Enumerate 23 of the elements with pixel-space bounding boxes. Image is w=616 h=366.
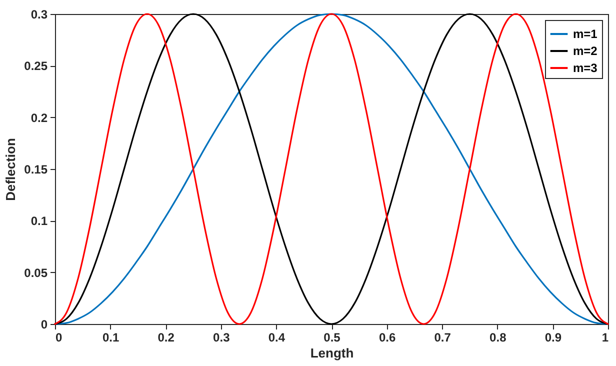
y-tick-label: 0.3 — [30, 8, 48, 22]
x-tick-label: 0.9 — [544, 330, 562, 344]
y-tick-label: 0.25 — [24, 59, 48, 74]
y-tick-label: 0 — [40, 318, 48, 332]
x-tick-label: 0.1 — [102, 330, 120, 344]
y-tick-label: 0.05 — [24, 266, 48, 280]
x-tick-label: 0 — [56, 330, 62, 344]
x-tick-label: 0.6 — [378, 330, 396, 344]
x-tick-label: 0.2 — [158, 330, 175, 344]
y-tick-label: 0.15 — [24, 162, 48, 176]
x-axis-title: Length — [310, 346, 354, 360]
legend-label: m=3 — [573, 61, 598, 75]
legend-label: m=2 — [573, 44, 598, 58]
y-tick-label: 0.1 — [30, 214, 48, 228]
x-tick-label: 0.5 — [324, 330, 341, 344]
x-tick-label: 0.7 — [434, 330, 452, 344]
x-tick-label: 0.3 — [213, 330, 230, 344]
y-axis-title: Deflection — [3, 138, 18, 201]
legend-label: m=1 — [573, 27, 598, 41]
y-tick-label: 0.2 — [30, 110, 48, 125]
x-tick-label: 0.4 — [268, 330, 286, 344]
x-tick-label: 0.8 — [490, 330, 507, 344]
x-tick-label: 1 — [602, 330, 609, 344]
